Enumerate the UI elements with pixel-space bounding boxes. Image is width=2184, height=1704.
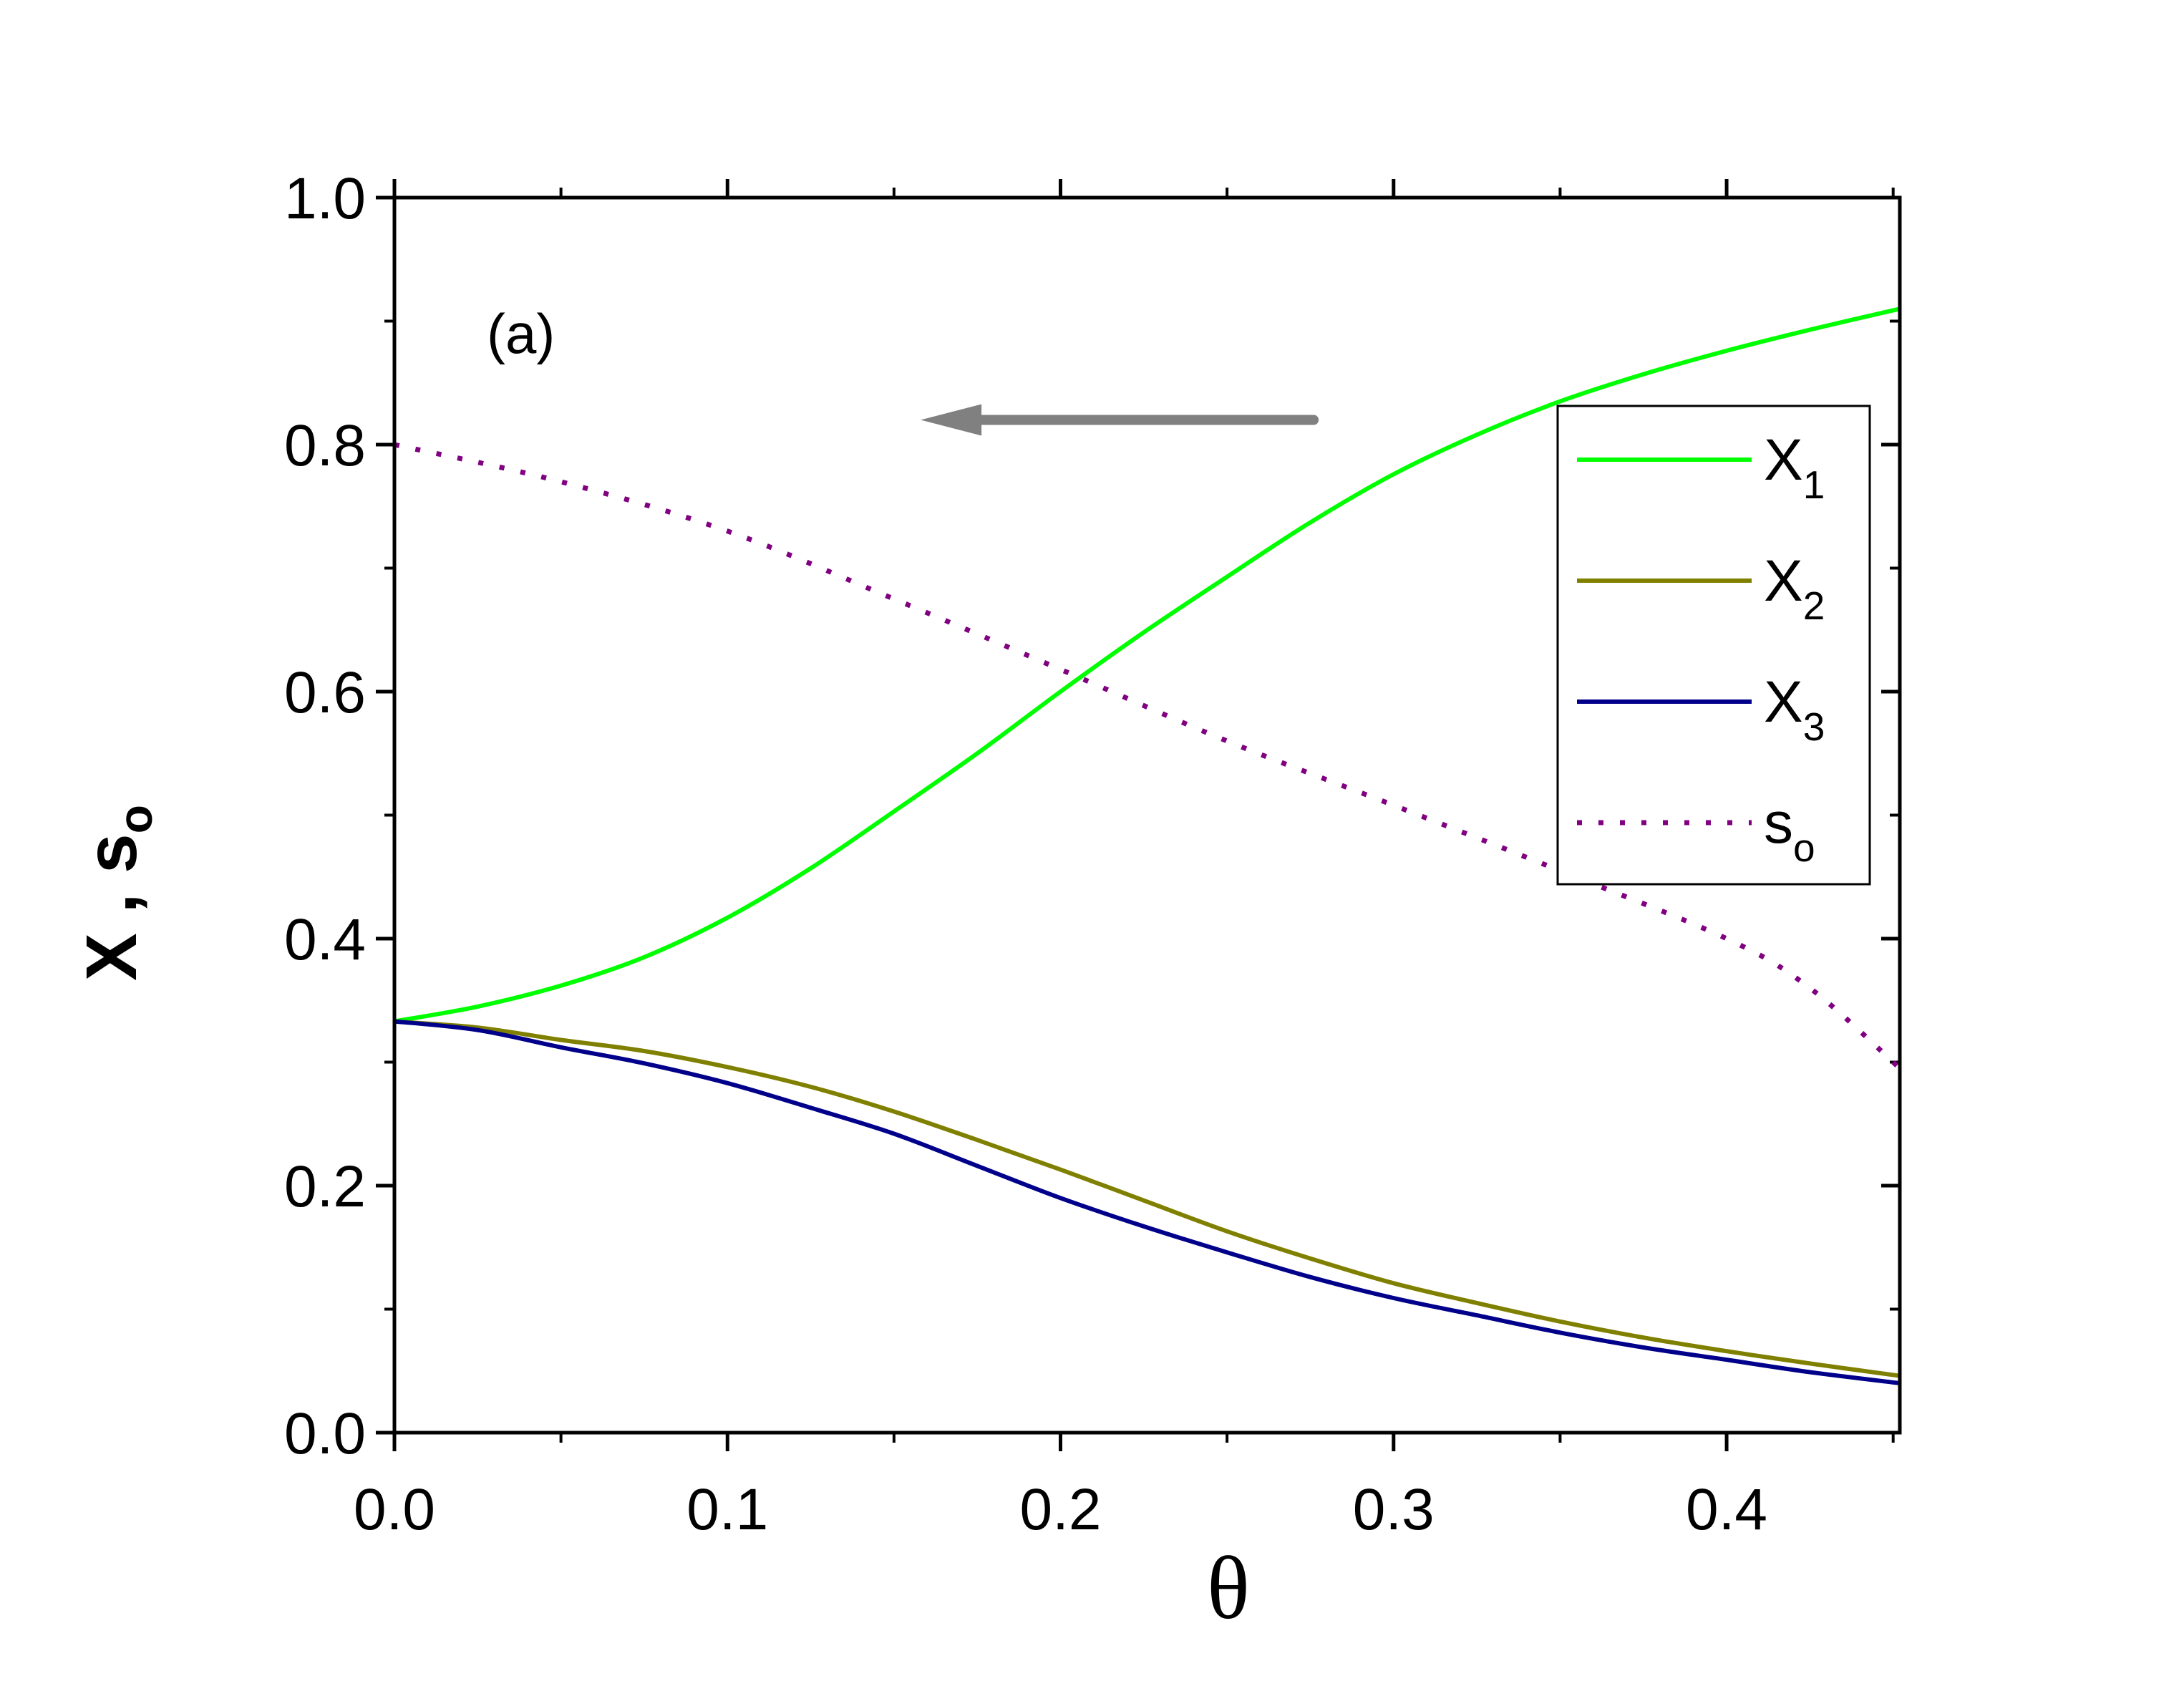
legend: X1 X2 X3 so <box>1556 405 1871 886</box>
series-line-X3 <box>394 1019 1901 1385</box>
plot-frame <box>392 195 1902 1435</box>
series-line-X2 <box>394 1019 1901 1378</box>
legend-label-so: so <box>1764 790 1815 870</box>
y-tick-label: 1.0 <box>284 166 366 231</box>
x-tick-label: 0.0 <box>354 1477 435 1542</box>
legend-label-X2: X2 <box>1764 548 1825 628</box>
x-axis-label: θ <box>1207 1539 1250 1638</box>
legend-box <box>1556 405 1871 886</box>
legend-label-X3: X3 <box>1764 669 1825 749</box>
tick-labels: 0.0 0.1 0.2 0.3 0.4 0.0 0.2 0.4 0.6 0.8 1.0 <box>284 166 1767 1542</box>
y-tick-label: 0.6 <box>284 660 366 725</box>
annotations <box>921 404 1319 436</box>
y-tick-label: 0.0 <box>284 1401 366 1466</box>
x-tick-label: 0.1 <box>686 1477 768 1542</box>
x-tick-label: 0.3 <box>1353 1477 1435 1542</box>
annotation-arrow-head <box>921 404 982 436</box>
series-line-X1 <box>394 306 1901 1024</box>
y-tick-label: 0.4 <box>284 907 366 972</box>
y-tick-label: 0.8 <box>284 413 366 478</box>
legend-label-X1: X1 <box>1764 427 1825 507</box>
y-axis-label: X , so <box>72 805 162 981</box>
panel-label: (a) <box>487 302 555 365</box>
x-tick-label: 0.4 <box>1686 1477 1767 1542</box>
series-lines <box>394 306 1902 1385</box>
x-tick-label: 0.2 <box>1020 1477 1102 1542</box>
y-tick-label: 0.2 <box>284 1154 366 1219</box>
